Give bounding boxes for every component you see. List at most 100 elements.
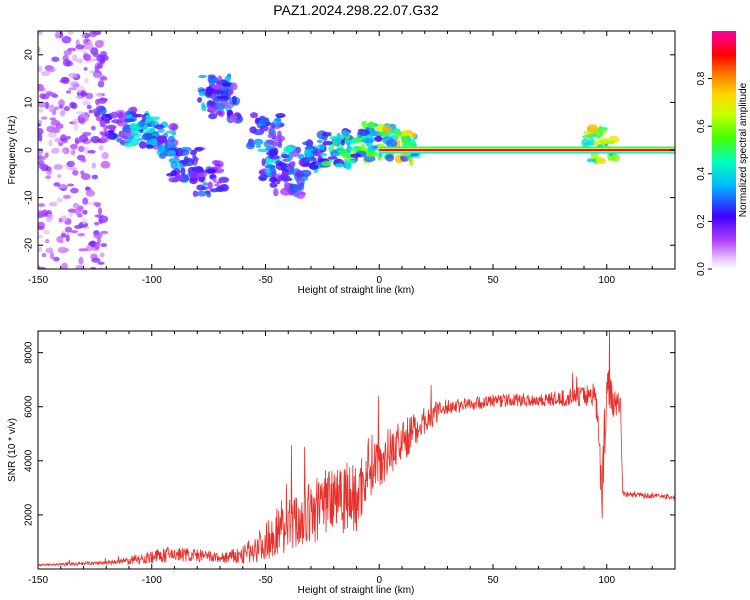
spectrogram-blob	[581, 138, 590, 147]
spectrogram-blob	[210, 93, 215, 100]
spectrogram-blob	[593, 140, 602, 147]
x-tick-label: -100	[142, 575, 162, 586]
spectrogram-blob	[365, 137, 370, 144]
spectrogram-blob	[351, 149, 357, 153]
spectrogram-blob	[394, 129, 402, 137]
spectrogram-blob	[93, 72, 101, 78]
spectrogram-blob	[54, 106, 59, 110]
spectrogram-blob	[51, 56, 60, 62]
spectrogram-blob	[44, 101, 50, 110]
spectrogram-blob	[100, 243, 108, 248]
spectrogram-x-ticks: -150 -100 -50 0 50 100	[28, 31, 676, 286]
spectrogram-blob	[99, 131, 105, 136]
spectrogram-blob	[327, 156, 338, 160]
spectrogram-blob	[40, 71, 51, 77]
spectrogram-blob	[51, 147, 60, 154]
spectrogram-blob	[91, 257, 101, 263]
spectrogram-blob	[360, 143, 366, 152]
spectrogram-blob	[63, 247, 70, 253]
spectrogram-blob	[166, 149, 176, 157]
spectrogram-blob	[141, 114, 146, 123]
spectrogram-blob	[78, 145, 85, 153]
spectrogram-blob	[339, 149, 349, 157]
spectrogram-blob	[104, 120, 111, 124]
spectrogram-blob	[260, 117, 269, 125]
spectrogram-blob	[202, 182, 208, 186]
spectrogram-blob	[48, 131, 57, 138]
spectrogram-blob	[97, 97, 107, 104]
spectrogram-blob	[66, 160, 76, 168]
spectrogram-blob	[208, 78, 216, 87]
spectrogram-blob	[344, 159, 355, 164]
spectrogram-blob	[87, 201, 93, 206]
spectrogram-blob	[143, 132, 153, 141]
spectrogram-blob	[157, 144, 166, 153]
spectrogram-blob	[45, 92, 56, 97]
spectrogram-blob	[273, 117, 282, 126]
spectrogram-blob	[78, 134, 89, 143]
spectrogram-blob	[206, 192, 212, 198]
spectrogram-blob	[608, 135, 620, 144]
colorbar-label: Normalized spectral amplitude	[738, 82, 749, 217]
chart-title: PAZ1.2024.298.22.07.G32	[273, 2, 439, 18]
spectrogram-blob	[79, 116, 86, 125]
spectrogram-blob	[68, 87, 77, 91]
spectrogram-blob	[273, 188, 279, 197]
spectrogram-y-ticks: -20 -10 0 10 20	[24, 49, 675, 252]
spectrogram-blob	[266, 140, 275, 144]
spectrogram-blob	[300, 169, 312, 177]
spectrogram-blob	[190, 149, 197, 156]
spectrogram-blob	[49, 252, 55, 260]
spectrogram-blob	[65, 90, 72, 94]
spectrogram-blob	[77, 232, 85, 237]
spectrogram-blob	[70, 149, 76, 155]
spectrogram-blob	[45, 247, 54, 254]
spectrogram-blob	[261, 158, 266, 167]
spectrogram-blob	[320, 152, 327, 157]
spectrogram-blob	[72, 169, 79, 176]
x-tick-label: -50	[258, 275, 273, 286]
colorbar-tick-label: 0.2	[696, 214, 707, 228]
spectrogram-blob	[382, 124, 392, 134]
spectrogram-blob	[347, 146, 353, 152]
spectrogram-blob	[64, 226, 73, 233]
y-tick-label: 10	[24, 96, 35, 108]
spectrogram-blob	[295, 190, 306, 199]
spectrogram-blob	[110, 111, 118, 119]
spectrogram-blob	[321, 132, 332, 137]
x-tick-label: 50	[487, 275, 499, 286]
spectrogram-blob	[208, 113, 218, 120]
spectrogram-blob	[84, 77, 89, 84]
spectrogram-blob	[80, 90, 87, 97]
spectrogram-blob	[82, 197, 89, 205]
spectrogram-blob	[48, 201, 58, 207]
spectrogram-blob	[170, 123, 178, 131]
spectrogram-blob	[75, 39, 80, 46]
spectrogram-blob	[41, 253, 47, 258]
spectrogram-blob	[38, 203, 46, 207]
spectrogram-blob	[215, 110, 223, 116]
spectrogram-blob	[201, 105, 207, 112]
spectrogram-blob	[100, 135, 109, 143]
spectrogram-blob	[229, 114, 238, 123]
spectrogram-blob	[122, 126, 127, 133]
x-tick-label: -50	[258, 575, 273, 586]
spectrogram-blob	[196, 172, 208, 178]
spectrogram-blob	[321, 160, 331, 167]
spectrogram-blob	[93, 232, 103, 239]
spectrogram-blob	[108, 133, 114, 140]
spectrogram-blob	[82, 218, 87, 225]
spectrogram-blob	[63, 106, 70, 112]
spectrogram-blob	[196, 166, 204, 171]
colorbar-gradient	[712, 31, 736, 269]
spectrogram-blob	[61, 36, 72, 44]
spectrogram-blob	[216, 95, 228, 99]
spectrogram-blob	[70, 143, 78, 150]
spectrogram-blob	[44, 152, 49, 159]
spectrogram-blob	[322, 140, 333, 146]
spectrogram-blob	[598, 125, 603, 133]
spectrogram-blob	[274, 135, 286, 142]
spectrogram-blob	[167, 135, 176, 143]
spectrogram-blob	[67, 31, 74, 35]
